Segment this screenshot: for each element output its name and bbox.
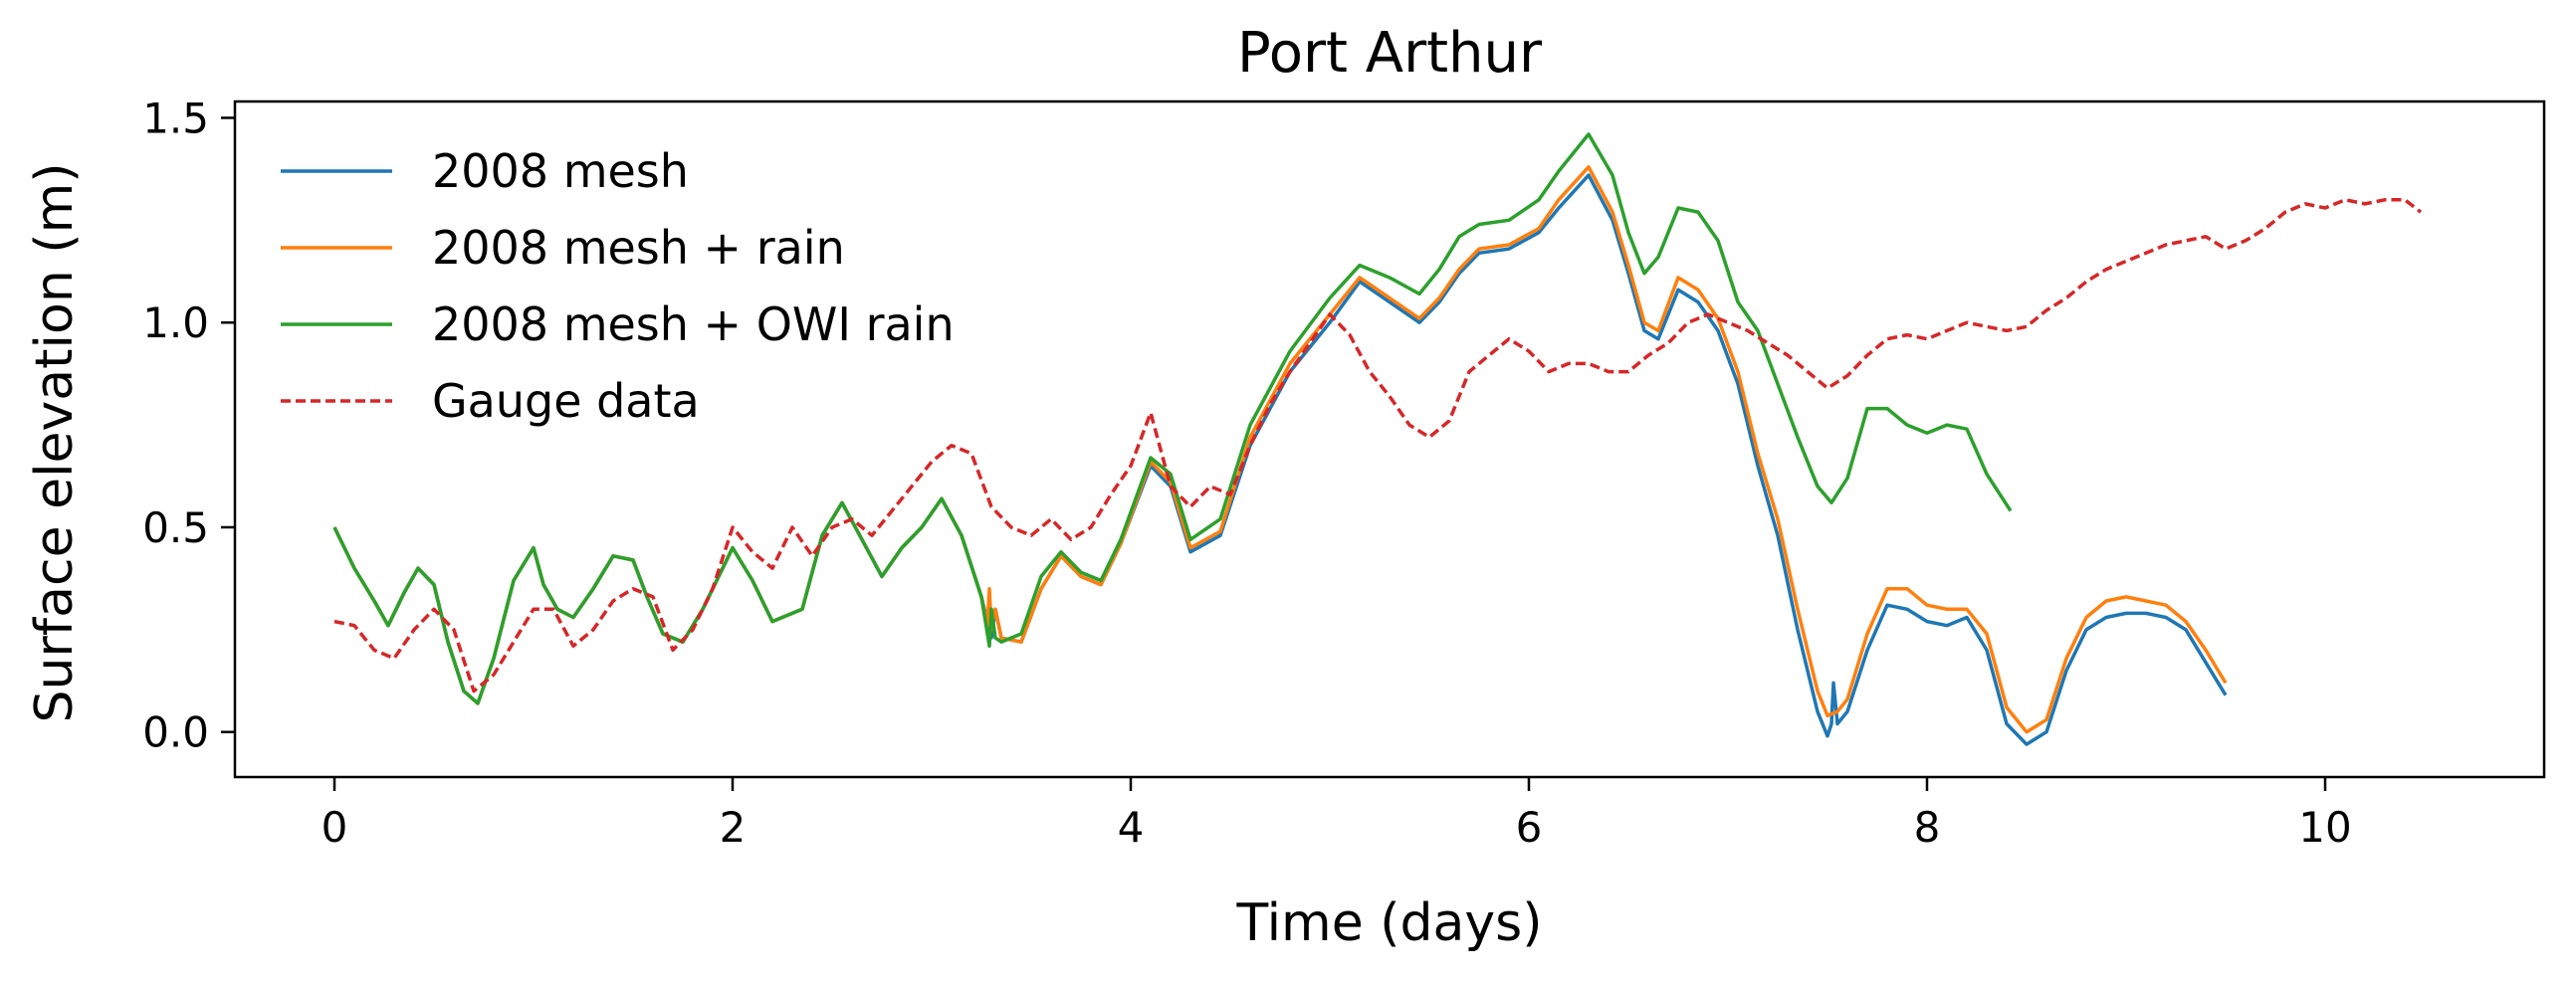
y-tick-label: 1.0 (142, 298, 209, 347)
x-tick-label: 0 (322, 803, 348, 852)
x-tick-label: 4 (1118, 803, 1145, 852)
y-tick-label: 0.0 (142, 708, 209, 757)
legend-label-2: 2008 mesh + rain (432, 221, 845, 275)
legend-label-1: 2008 mesh (432, 144, 689, 198)
chart-title: Port Arthur (1237, 21, 1543, 86)
y-tick-label: 0.5 (142, 503, 209, 552)
series-layer (332, 132, 2423, 746)
legend-label-4: Gauge data (432, 374, 700, 428)
legend-label-3: 2008 mesh + OWI rain (432, 297, 955, 351)
y-tick-label: 1.5 (142, 94, 209, 142)
x-tick-label: 10 (2298, 803, 2351, 852)
x-tick-label: 8 (1914, 803, 1941, 852)
legend: 2008 mesh 2008 mesh + rain 2008 mesh + OWI… (281, 144, 955, 428)
x-axis-title: Time (days) (1235, 893, 1542, 953)
series-line-3 (332, 132, 2013, 705)
x-tick-label: 6 (1516, 803, 1543, 852)
y-axis-title: Surface elevation (m) (25, 162, 85, 722)
plot-frame (233, 99, 2546, 779)
axis-layer: 0 2 4 6 8 10 0.0 0.5 1.0 1.5 (142, 94, 2352, 852)
x-tick-label: 2 (720, 803, 747, 852)
series-line-4 (333, 198, 2423, 693)
